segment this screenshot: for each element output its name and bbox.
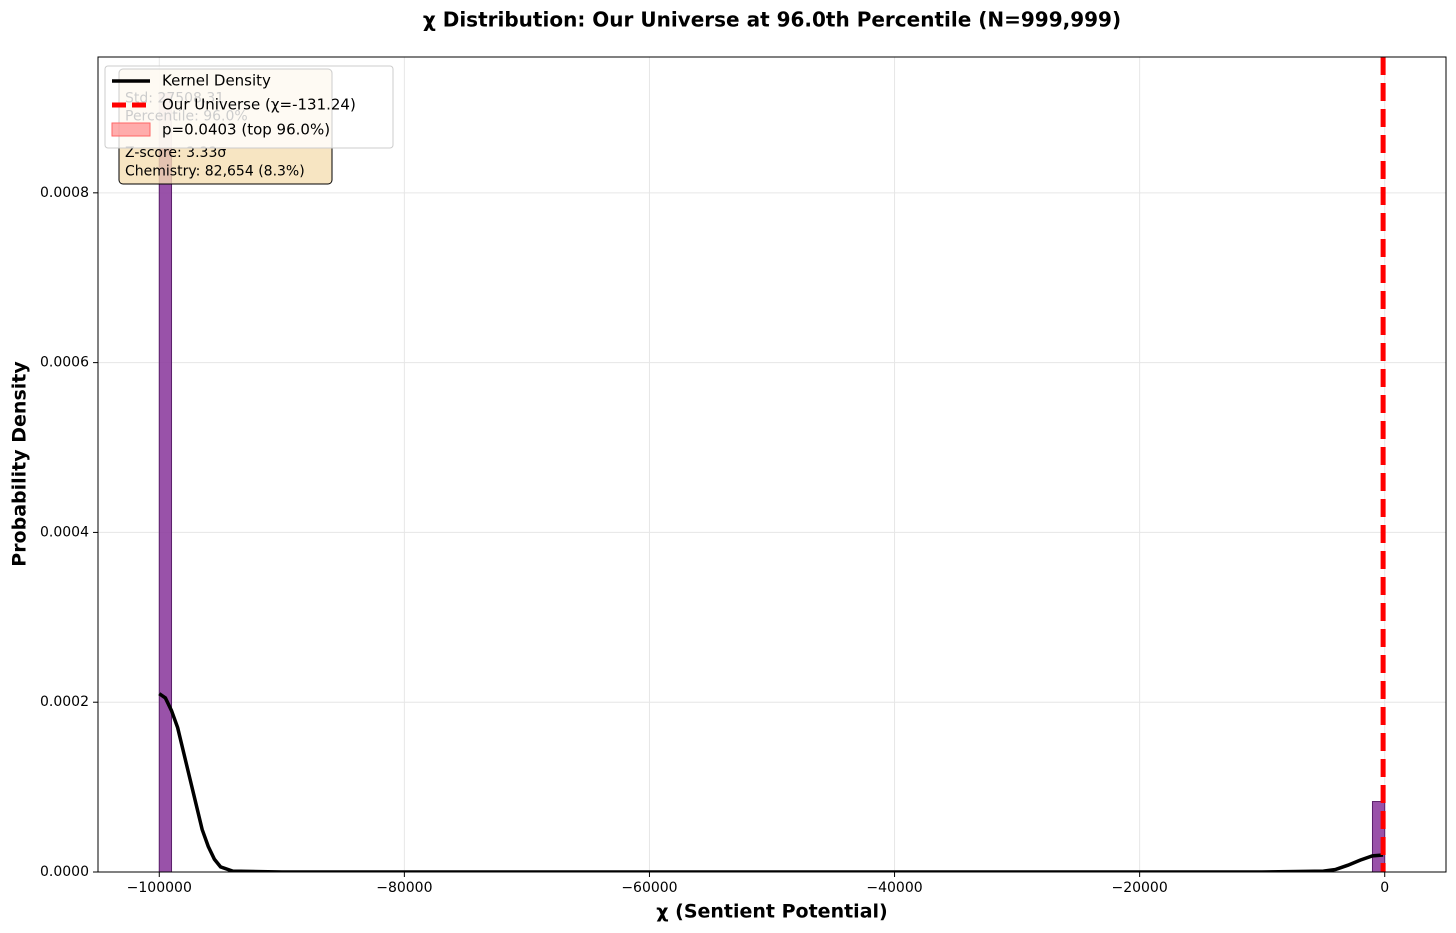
legend-box [104, 65, 394, 149]
y-tick-label: 0.0004 [40, 524, 89, 540]
histogram-bar [158, 93, 173, 872]
y-tick-label: 0.0002 [40, 694, 89, 710]
x-tick-label: −80000 [376, 880, 432, 896]
stats-text: Z-score: 3.33σ [125, 145, 226, 161]
x-axis-label: χ (Sentient Potential) [656, 901, 887, 923]
x-tick-label: −40000 [866, 880, 922, 896]
chart-title: χ Distribution: Our Universe at 96.0th P… [423, 8, 1121, 32]
y-tick-label: 0.0006 [40, 355, 89, 371]
x-tick-label: −60000 [621, 880, 677, 896]
stats-text: Chemistry: 82,654 (8.3%) [125, 164, 305, 180]
x-tick-label: −100000 [127, 880, 192, 896]
y-tick-label: 0.0008 [40, 185, 89, 201]
legend-swatch [111, 122, 151, 137]
x-tick-label: 0 [1380, 880, 1389, 896]
x-tick-label: −20000 [1111, 880, 1167, 896]
kde-line [158, 692, 1384, 872]
y-axis-label: Probability Density [9, 361, 31, 567]
plot-frame [97, 56, 1447, 873]
legend-label: Kernel Density [162, 72, 271, 90]
legend-label: p=0.0403 (top 96.0%) [162, 121, 330, 139]
legend-label: Our Universe (χ=-131.24) [162, 96, 356, 114]
y-tick-label: 0.0000 [40, 864, 89, 880]
